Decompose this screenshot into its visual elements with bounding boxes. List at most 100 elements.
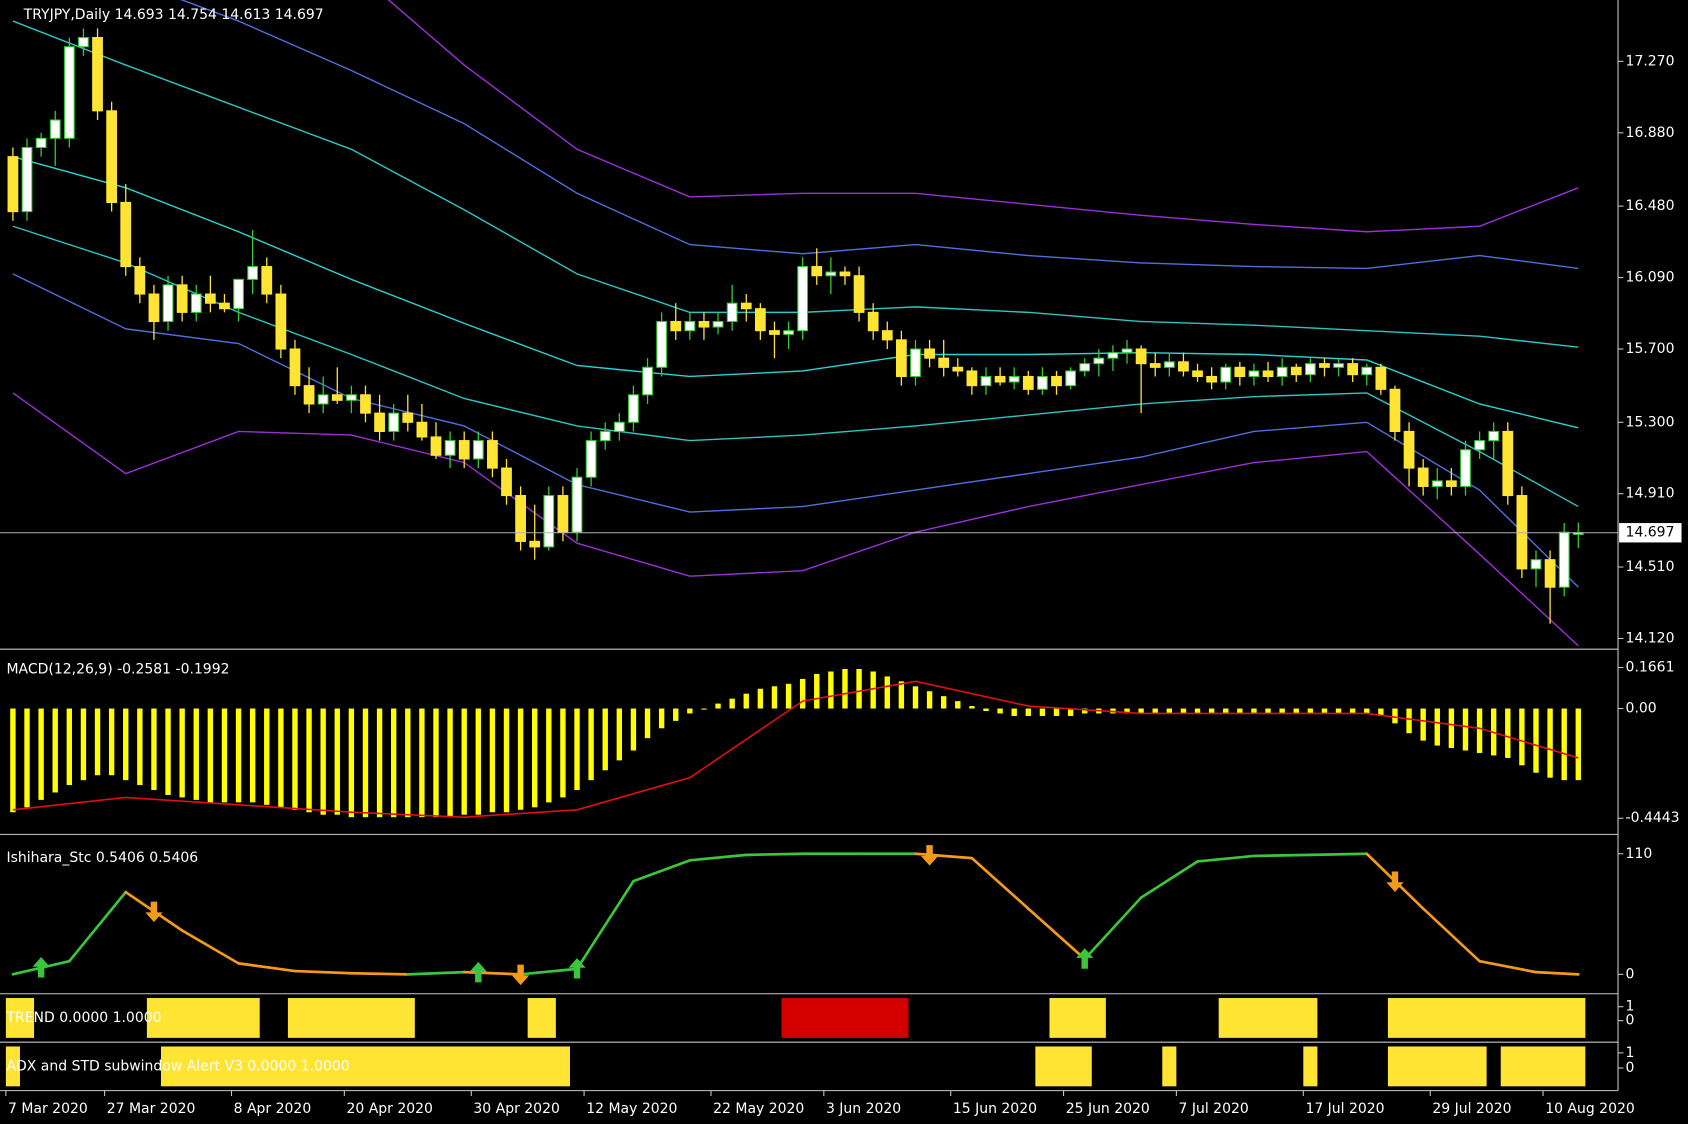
macd-bar — [715, 703, 721, 709]
y-tick-label: 14.510 — [1626, 559, 1675, 575]
x-tick-label: 17 Jul 2020 — [1305, 1101, 1384, 1117]
macd-bar — [546, 708, 552, 803]
candle-body — [726, 302, 738, 323]
macd-bar — [80, 708, 87, 781]
macd-bar — [842, 669, 848, 709]
macd-bar — [1406, 708, 1412, 734]
candle-body — [1051, 375, 1062, 387]
macd-bar — [292, 708, 298, 810]
x-tick-label: 22 May 2020 — [713, 1101, 804, 1117]
stc-down-arrow — [511, 964, 530, 986]
macd-bar — [743, 693, 749, 709]
macd-bar — [207, 708, 214, 803]
macd-bar — [264, 708, 270, 805]
y-tick-label: 17.270 — [1626, 53, 1675, 69]
band-line — [387, 0, 1579, 233]
x-tick-label: 30 Apr 2020 — [473, 1101, 559, 1117]
stc-down-arrow — [920, 845, 939, 866]
macd-bar — [1349, 708, 1356, 714]
trend-label: TREND 0.0000 1.0000 — [5, 1010, 161, 1026]
current-price-label: 14.697 — [1626, 525, 1675, 541]
stc-segment — [914, 852, 974, 860]
macd-bar — [644, 708, 651, 739]
macd-bar — [475, 708, 481, 815]
stc-segment — [406, 970, 466, 976]
macd-bar — [856, 669, 862, 709]
macd-bar — [1307, 708, 1314, 714]
candle-body — [1431, 480, 1443, 487]
x-tick-label: 15 Jun 2020 — [953, 1101, 1037, 1117]
candle-body — [1276, 366, 1288, 378]
candle-body — [910, 348, 921, 378]
candle-body — [1107, 352, 1119, 359]
candle-body — [78, 37, 89, 48]
trend-block — [146, 998, 260, 1038]
candle-body — [501, 467, 512, 497]
macd-bar — [503, 708, 510, 813]
y-tick-label: 16.880 — [1626, 125, 1675, 141]
stc-segment — [180, 929, 240, 965]
stc-down-arrow — [145, 901, 163, 923]
candle-body — [444, 440, 456, 456]
macd-bar — [334, 708, 340, 815]
candle-body — [1361, 366, 1373, 376]
candle-body — [458, 440, 470, 460]
candle-body — [63, 46, 75, 139]
adx-block — [1500, 1046, 1586, 1087]
y-tick-label: 1 — [1626, 1045, 1635, 1061]
macd-bar — [461, 708, 467, 815]
x-tick-label: 3 Jun 2020 — [826, 1101, 901, 1117]
stc-up-arrow — [469, 961, 487, 983]
macd-bar — [179, 708, 185, 798]
candle-body — [1149, 363, 1161, 368]
current-price-box — [1619, 523, 1682, 543]
macd-bar — [1011, 708, 1017, 716]
macd-bar — [1237, 708, 1243, 714]
y-tick-label: 0 — [1626, 1060, 1635, 1076]
x-tick-label: 20 Apr 2020 — [346, 1101, 432, 1117]
candle-body — [388, 412, 400, 432]
macd-bar — [630, 708, 637, 751]
x-tick-label: 29 Jul 2020 — [1432, 1101, 1511, 1117]
candle-body — [613, 421, 625, 432]
candle-body — [543, 495, 555, 548]
y-tick-label: -0.4443 — [1626, 810, 1680, 826]
macd-bar — [1208, 708, 1215, 714]
stc-segment — [1534, 970, 1580, 976]
candle-body — [599, 430, 611, 442]
trend-block — [5, 998, 35, 1038]
frame — [0, 0, 1619, 1092]
band-line — [180, 0, 1579, 270]
macd-label: MACD(12,26,9) -0.2581 -0.1992 — [6, 662, 229, 678]
candle-body — [289, 348, 301, 387]
candle-body — [1008, 375, 1020, 383]
stc-label: Ishihara_Stc 0.5406 0.5406 — [6, 850, 198, 866]
candle-body — [148, 293, 160, 323]
adx-block — [1162, 1046, 1177, 1087]
band-line — [12, 392, 1579, 647]
candle-body — [261, 266, 273, 295]
candle-body — [628, 394, 639, 423]
candle-body — [980, 375, 992, 387]
stc-segment — [1196, 854, 1256, 863]
macd-bar — [997, 708, 1003, 714]
macd-bar — [1434, 708, 1440, 746]
candle-body — [472, 440, 484, 460]
candle-body — [1178, 361, 1189, 372]
candle-body — [317, 394, 329, 405]
macd-bar — [1152, 708, 1158, 714]
stc-segment — [462, 970, 522, 976]
candle-body — [7, 156, 19, 213]
macd-bar — [1166, 708, 1173, 714]
macd-bar — [376, 708, 383, 818]
x-tick-label: 7 Jul 2020 — [1179, 1101, 1249, 1117]
stc-segment — [632, 859, 692, 883]
candle-body — [1290, 366, 1302, 376]
macd-bar — [1335, 708, 1342, 714]
stc-segment — [1026, 907, 1087, 961]
macd-bar — [602, 708, 608, 771]
candle-body — [881, 330, 893, 341]
macd-bar — [123, 708, 129, 781]
candle-body — [1502, 430, 1514, 497]
